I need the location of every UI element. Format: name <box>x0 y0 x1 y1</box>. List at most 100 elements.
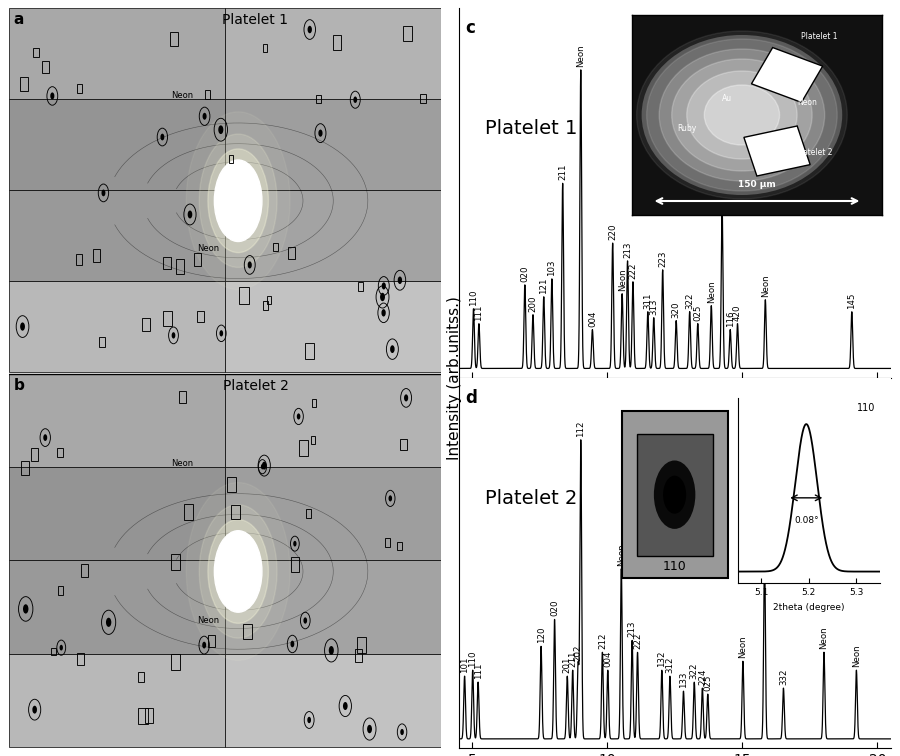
Bar <box>225 373 441 467</box>
Bar <box>225 281 441 372</box>
Text: 004: 004 <box>588 310 597 327</box>
Text: Neon: Neon <box>760 274 770 297</box>
Circle shape <box>389 495 392 501</box>
Bar <box>9 654 225 747</box>
Text: 004: 004 <box>603 651 612 668</box>
Text: 120: 120 <box>536 627 545 643</box>
Bar <box>9 467 225 560</box>
Text: a: a <box>14 12 23 27</box>
Circle shape <box>293 541 296 547</box>
Bar <box>184 503 194 519</box>
Bar <box>99 337 104 348</box>
Bar <box>231 505 239 519</box>
Bar <box>305 342 314 358</box>
Text: Neon: Neon <box>852 645 861 668</box>
Text: 222: 222 <box>633 633 642 649</box>
Bar <box>225 467 441 560</box>
Bar <box>225 654 441 747</box>
Bar <box>9 281 225 372</box>
Circle shape <box>382 309 386 317</box>
Circle shape <box>297 414 301 420</box>
Bar <box>225 190 441 281</box>
Text: 213: 213 <box>623 241 632 258</box>
Bar <box>9 560 225 654</box>
Bar <box>273 243 277 250</box>
Text: 322: 322 <box>689 662 698 679</box>
Circle shape <box>32 705 37 714</box>
Bar <box>204 90 210 99</box>
Bar <box>77 653 84 665</box>
Text: 110: 110 <box>468 651 477 668</box>
Text: 320: 320 <box>671 301 680 318</box>
Circle shape <box>404 395 409 401</box>
Text: Neon: Neon <box>617 268 626 291</box>
Text: 313: 313 <box>649 298 658 314</box>
Bar <box>9 8 225 99</box>
Circle shape <box>160 134 165 141</box>
Text: 322: 322 <box>685 292 694 308</box>
Text: d: d <box>465 389 477 407</box>
Bar <box>228 477 236 492</box>
Circle shape <box>43 434 47 441</box>
Text: 112: 112 <box>576 420 585 437</box>
Bar <box>145 708 153 723</box>
Circle shape <box>208 149 268 253</box>
Bar <box>58 448 63 457</box>
Text: Platelet 1: Platelet 1 <box>222 13 288 27</box>
Text: 111: 111 <box>473 662 482 679</box>
Bar <box>194 253 202 266</box>
Bar <box>176 259 184 274</box>
Text: 402: 402 <box>760 534 769 550</box>
Bar <box>20 77 28 91</box>
Bar <box>420 94 426 103</box>
Text: 025: 025 <box>693 304 702 321</box>
Text: Neon: Neon <box>616 543 625 565</box>
Text: 025: 025 <box>703 674 712 691</box>
Text: 133: 133 <box>679 671 688 688</box>
Text: 020: 020 <box>520 265 529 282</box>
Bar <box>170 32 178 45</box>
Bar <box>51 648 56 655</box>
Circle shape <box>398 277 402 284</box>
Bar <box>33 48 39 57</box>
Text: Platelet 2: Platelet 2 <box>222 380 288 393</box>
Text: 020: 020 <box>550 600 559 616</box>
Bar <box>225 99 441 190</box>
Circle shape <box>228 553 249 590</box>
Bar <box>42 60 50 73</box>
Circle shape <box>50 92 54 100</box>
Bar <box>355 649 363 662</box>
Circle shape <box>208 519 268 623</box>
Text: 121: 121 <box>539 277 548 294</box>
Text: 101: 101 <box>460 657 469 673</box>
Text: 402: 402 <box>717 187 726 204</box>
Text: 212: 212 <box>598 633 607 649</box>
Circle shape <box>188 210 193 218</box>
Text: 103: 103 <box>547 259 556 276</box>
Text: Platelet 2: Platelet 2 <box>484 489 577 508</box>
Bar <box>58 587 63 595</box>
Text: Neon: Neon <box>820 627 829 649</box>
Text: 211: 211 <box>558 164 567 180</box>
Circle shape <box>220 330 223 336</box>
Bar <box>311 399 316 407</box>
Bar <box>243 624 251 639</box>
Text: 213: 213 <box>627 621 636 637</box>
Bar <box>225 560 441 654</box>
Bar <box>225 8 441 99</box>
Bar <box>138 672 144 682</box>
Circle shape <box>328 646 334 655</box>
Bar <box>357 282 363 291</box>
Bar <box>300 440 309 456</box>
Circle shape <box>220 542 256 601</box>
Circle shape <box>219 125 223 134</box>
Circle shape <box>214 531 262 612</box>
Text: 220: 220 <box>608 224 617 240</box>
Text: 116: 116 <box>725 310 734 327</box>
Text: 311: 311 <box>644 292 652 308</box>
Text: 224: 224 <box>698 668 706 685</box>
Text: Platelet 1: Platelet 1 <box>484 119 577 138</box>
Text: b: b <box>14 378 24 393</box>
Text: 200: 200 <box>528 295 537 311</box>
Bar <box>171 554 180 570</box>
